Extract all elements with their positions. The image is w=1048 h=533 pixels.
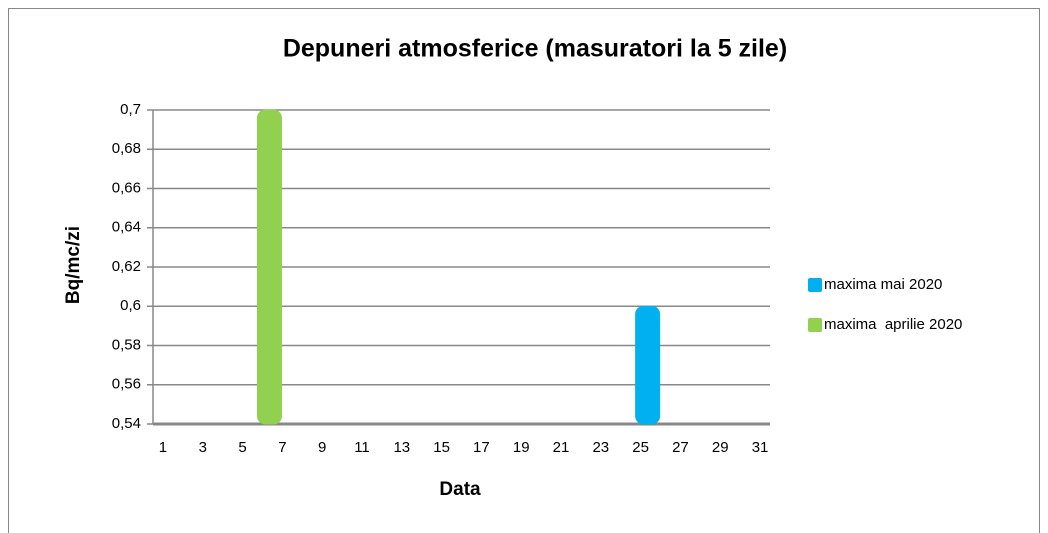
x-tick-label: 5 bbox=[238, 439, 246, 456]
y-tick-label: 0,58 bbox=[112, 336, 141, 353]
x-tick-label: 13 bbox=[393, 439, 410, 456]
x-tick-label: 27 bbox=[672, 439, 689, 456]
x-tick-label: 17 bbox=[473, 439, 490, 456]
bar bbox=[635, 305, 661, 425]
x-tick-label: 11 bbox=[354, 439, 370, 456]
legend-swatch bbox=[808, 278, 822, 292]
legend-label: maxima mai 2020 bbox=[824, 276, 942, 293]
y-tick-label: 0,7 bbox=[120, 101, 141, 118]
chart-frame bbox=[8, 8, 1040, 533]
y-tick-label: 0,62 bbox=[112, 258, 141, 275]
y-tick-label: 0,64 bbox=[112, 219, 141, 236]
x-tick-label: 7 bbox=[278, 439, 286, 456]
legend-swatch bbox=[808, 318, 822, 332]
y-tick-label: 0,66 bbox=[112, 179, 141, 196]
x-tick-label: 29 bbox=[712, 439, 729, 456]
x-tick-label: 9 bbox=[318, 439, 326, 456]
legend-label: maxima aprilie 2020 bbox=[824, 316, 962, 333]
y-tick-label: 0,6 bbox=[120, 297, 141, 314]
x-axis-label: Data bbox=[439, 479, 481, 500]
bar bbox=[256, 109, 282, 425]
x-tick-label: 19 bbox=[513, 439, 530, 456]
x-tick-label: 1 bbox=[159, 439, 167, 456]
chart-title: Depuneri atmosferice (masuratori la 5 zi… bbox=[283, 35, 787, 63]
y-axis-label: Bq/mc/zi bbox=[63, 226, 84, 304]
x-tick-label: 25 bbox=[632, 439, 649, 456]
y-tick-label: 0,56 bbox=[112, 376, 141, 393]
y-tick-label: 0,54 bbox=[112, 415, 141, 432]
x-tick-label: 23 bbox=[592, 439, 609, 456]
y-tick-label: 0,68 bbox=[112, 140, 141, 157]
x-tick-label: 3 bbox=[199, 439, 207, 456]
x-tick-label: 15 bbox=[433, 439, 450, 456]
x-tick-label: 31 bbox=[752, 439, 769, 456]
x-tick-label: 21 bbox=[553, 439, 570, 456]
